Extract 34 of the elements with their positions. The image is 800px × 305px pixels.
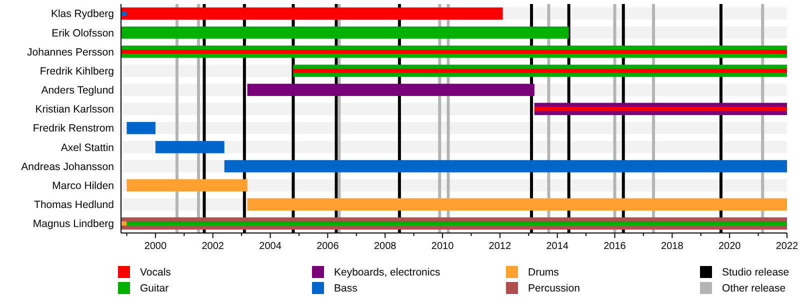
y-tick-label: Fredrik Renstrom xyxy=(32,122,114,135)
y-tick-label: Magnus Lindberg xyxy=(32,218,114,230)
y-tick-label: Fredrik Kihlberg xyxy=(40,65,114,78)
y-tick-label: Andreas Johansson xyxy=(21,160,114,173)
y-tick-label: Johannes Persson xyxy=(27,46,114,58)
y-tick-label: Klas Rydberg xyxy=(50,8,114,20)
legend-label: Guitar xyxy=(140,282,170,295)
x-tick-label: 2012 xyxy=(488,241,512,252)
x-tick-label: 2018 xyxy=(661,241,684,252)
bar xyxy=(121,50,787,54)
y-tick-label: Marco Hilden xyxy=(52,180,114,192)
y-tick-label: Erik Olofsson xyxy=(52,27,114,40)
x-tick-label: 2016 xyxy=(604,241,626,252)
x-tick-label: 2010 xyxy=(431,241,454,252)
legend-label: Vocals xyxy=(140,266,171,279)
x-tick-label: 2020 xyxy=(718,241,742,252)
x-tick-label: 2004 xyxy=(259,241,282,252)
y-tick-label: Axel Stattin xyxy=(60,142,114,154)
bar xyxy=(121,26,569,39)
y-tick-label: Thomas Hedlund xyxy=(34,199,114,212)
legend-label: Other release xyxy=(722,282,786,295)
x-tick-label: 2014 xyxy=(546,241,569,252)
x-tick-label: 2008 xyxy=(374,241,397,252)
y-tick-label: Anders Teglund xyxy=(41,84,114,97)
x-tick-label: 2000 xyxy=(144,241,168,252)
legend-label: Bass xyxy=(334,282,358,295)
x-tick-label: 2022 xyxy=(776,241,799,252)
legend-label: Percussion xyxy=(528,282,580,295)
x-tick-label: 2002 xyxy=(202,241,224,252)
y-tick-label: Kristian Karlsson xyxy=(35,104,114,116)
legend-label: Drums xyxy=(528,266,559,279)
x-tick-label: 2006 xyxy=(316,241,340,252)
legend-label: Keyboards, electronics xyxy=(334,266,440,279)
legend-label: Studio release xyxy=(722,266,790,279)
